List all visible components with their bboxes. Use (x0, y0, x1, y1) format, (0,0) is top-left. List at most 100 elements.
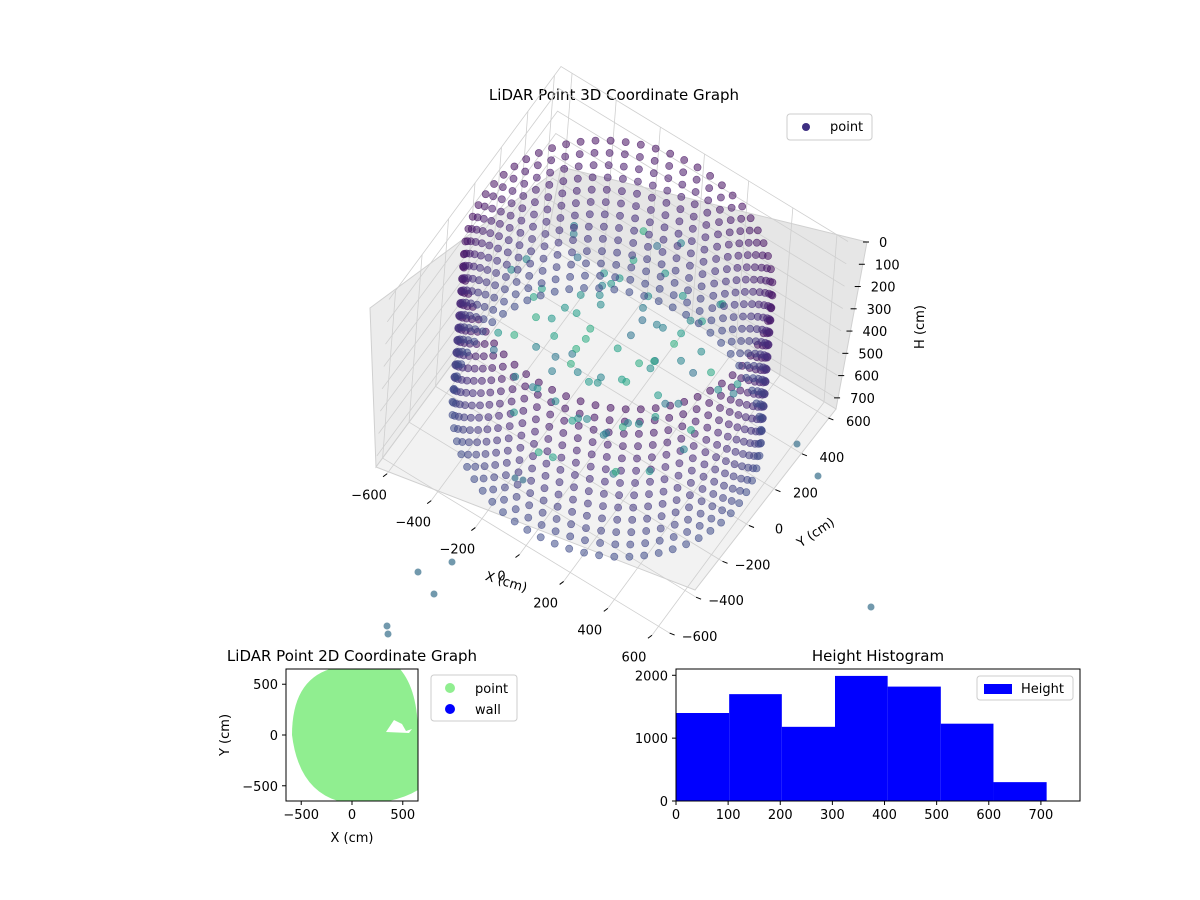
data-point (602, 185, 611, 194)
data-point (500, 483, 509, 492)
data-point (617, 199, 625, 208)
data-point (570, 483, 578, 492)
data-point (700, 245, 709, 254)
grid-line-z (383, 132, 844, 367)
outlier-point (383, 622, 391, 630)
data-point (618, 375, 626, 384)
data-point (492, 269, 500, 277)
data-point (712, 255, 720, 263)
data-point (663, 186, 672, 195)
data-point (716, 205, 724, 214)
data-point (532, 415, 540, 424)
data-point (543, 205, 552, 214)
data-point (645, 230, 653, 239)
data-point (565, 544, 574, 553)
data-point (757, 425, 765, 434)
data-point (752, 399, 761, 408)
data-point (482, 278, 491, 287)
data-point (500, 495, 508, 504)
data-point (751, 263, 759, 272)
data-point (491, 281, 499, 290)
data-point (499, 309, 507, 318)
data-point (726, 349, 735, 358)
data-point (526, 489, 535, 497)
data-point (570, 223, 578, 232)
data-point (677, 356, 685, 365)
data-point (695, 522, 704, 530)
data-point (573, 253, 582, 262)
data-point (490, 339, 498, 348)
data-point (518, 204, 527, 213)
data-point (724, 420, 733, 429)
data-point (553, 502, 562, 511)
data-point (544, 193, 553, 202)
data-point (556, 465, 565, 474)
data-point (480, 340, 489, 348)
data-point (483, 425, 492, 434)
data-point (612, 528, 621, 536)
data-point (753, 325, 761, 333)
axes-frame-histogram (675, 668, 1081, 802)
data-point (495, 232, 503, 241)
data-point (648, 181, 657, 190)
data-point (521, 382, 530, 391)
data-point (723, 252, 732, 261)
data-point (534, 448, 543, 457)
data-point (655, 284, 664, 293)
data-point (470, 364, 479, 373)
data-point (510, 517, 519, 526)
x-tick-label-2d: 500 (390, 808, 415, 823)
data-point (507, 397, 516, 406)
y-tick-label-3d: −400 (708, 594, 744, 609)
data-point (521, 167, 530, 176)
data-point (546, 410, 555, 419)
data-point (625, 552, 634, 561)
data-point (688, 224, 697, 233)
data-point (545, 422, 554, 431)
data-point (528, 464, 536, 473)
data-point (593, 378, 602, 387)
legend-2d-label-point: point (475, 682, 508, 697)
x-tick-label-histogram: 500 (924, 808, 949, 823)
legend-2d-marker-wall (445, 704, 455, 714)
y-axis-label-2d: Y (cm) (218, 714, 233, 757)
y-tick-label-histogram: 0 (660, 795, 668, 810)
data-point (744, 238, 753, 247)
data-point (712, 453, 720, 462)
histogram-bar (676, 713, 730, 801)
data-point (626, 540, 635, 549)
x-tick-label-3d: −600 (351, 489, 387, 504)
data-point (562, 392, 570, 401)
data-point (496, 387, 505, 396)
data-point (711, 465, 720, 474)
data-point (656, 524, 665, 533)
data-point (495, 219, 504, 228)
data-point (686, 491, 694, 500)
data-point (480, 202, 489, 211)
legend-3d-label: point (830, 120, 863, 135)
data-point (668, 545, 677, 554)
data-point (494, 244, 502, 253)
data-point (718, 326, 726, 335)
data-point (619, 429, 628, 438)
data-point (628, 516, 637, 524)
data-point (596, 300, 605, 309)
x-tick-mark-3d (471, 527, 476, 531)
data-point (722, 277, 730, 286)
data-point (572, 199, 580, 208)
x-tick-label-histogram: 300 (820, 808, 845, 823)
data-point (488, 204, 497, 213)
data-point (544, 435, 553, 443)
data-point (649, 169, 658, 178)
data-point (559, 177, 568, 186)
data-point (581, 271, 589, 280)
data-point (668, 303, 677, 312)
data-point (561, 152, 570, 161)
data-point (527, 247, 535, 256)
outlier-point (814, 472, 822, 480)
data-point (642, 527, 651, 535)
grid-line-y-left (408, 254, 423, 423)
data-point (687, 237, 696, 245)
chart-2d-title: LiDAR Point 2D Coordinate Graph (227, 647, 477, 665)
data-point (513, 265, 522, 274)
